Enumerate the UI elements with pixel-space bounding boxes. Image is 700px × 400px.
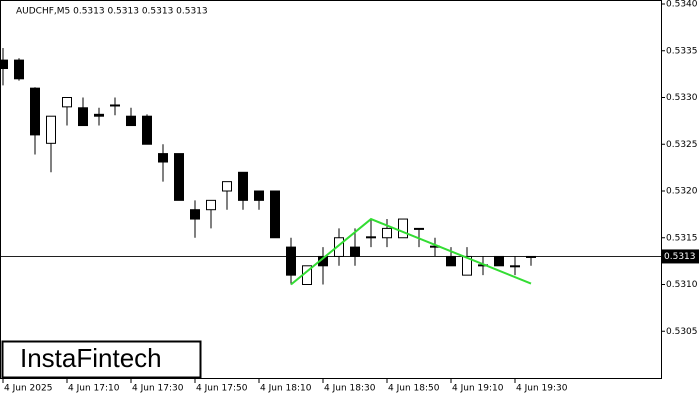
candle-body [110,104,120,107]
chart-header: AUDCHF,M5 0.5313 0.5313 0.5313 0.5313 [16,7,208,17]
y-tick-label: 0.5315 [666,233,698,243]
candle-body [46,115,56,144]
x-tick-label: 4 Jun 18:50 [388,384,440,394]
y-tick-label: 0.5310 [666,280,698,290]
x-tick-label: 4 Jun 17:30 [132,384,184,394]
x-tick-label: 4 Jun 19:10 [452,384,504,394]
candle-body [286,246,296,276]
candle-body [366,236,376,239]
candle-body [14,59,24,80]
x-tick-label: 4 Jun 2025 [4,384,52,394]
candle-body [382,227,392,239]
candle-body [270,190,280,239]
candle-body [414,227,424,230]
x-tick-label: 4 Jun 18:10 [260,384,312,394]
logo-box [1,340,202,379]
candle-body [494,255,504,267]
x-tick-label: 4 Jun 17:10 [68,384,120,394]
candle-body [334,237,344,257]
candle-body [398,218,408,239]
y-tick-label: 0.5325 [666,140,698,150]
candle-body [126,115,136,127]
candle-body [190,209,200,220]
candle-body [350,246,360,257]
candle-body [222,181,232,192]
y-tick-label: 0.5305 [666,327,698,337]
candle-body [174,153,184,201]
x-tick-label: 4 Jun 17:50 [196,384,248,394]
candle-body [30,87,40,136]
candle-body [238,171,248,201]
candle-body [254,190,264,201]
candle-body [206,199,216,211]
last-price-label: 0.5313 [664,252,696,262]
logo: InstaFintech [20,343,162,373]
candle-body [94,113,104,117]
candle-body [526,255,536,258]
candle-body [142,115,152,145]
candle-body [446,255,456,267]
plot-frame [0,0,662,379]
last-price-box [662,249,699,264]
pattern-line [290,217,532,286]
candle-body [78,107,88,127]
candle-body [158,153,168,163]
candle-body [0,59,8,70]
y-tick-label: 0.5340 [666,0,698,10]
candle-body [510,265,520,268]
x-tick-label: 4 Jun 18:30 [324,384,376,394]
y-tick-label: 0.5335 [666,46,698,56]
x-tick-label: 4 Jun 19:30 [516,384,568,394]
candle-body [62,97,72,108]
y-tick-label: 0.5330 [666,93,698,103]
y-tick-label: 0.5320 [666,187,698,197]
candle-body [462,255,472,276]
